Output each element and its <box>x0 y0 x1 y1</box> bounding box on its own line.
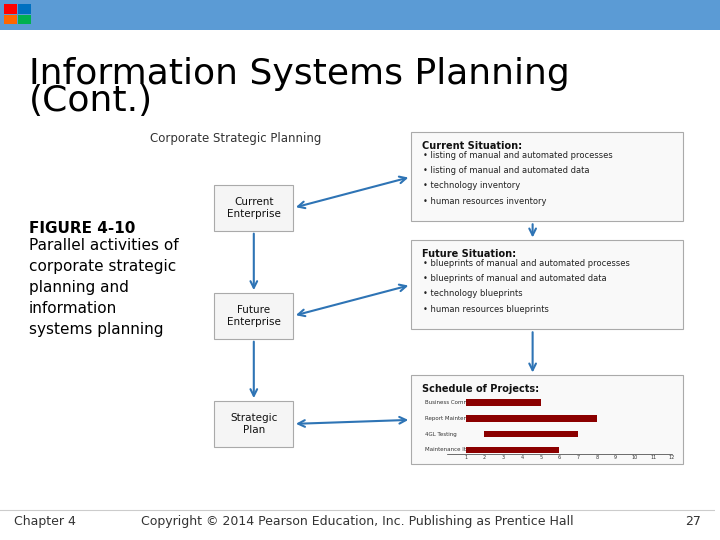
Text: • listing of manual and automated data: • listing of manual and automated data <box>423 166 590 176</box>
Text: Strategic
Plan: Strategic Plan <box>230 413 277 435</box>
Text: Report Maintenance: Report Maintenance <box>426 416 481 421</box>
Text: 9: 9 <box>614 455 617 460</box>
Text: 2: 2 <box>483 455 486 460</box>
FancyBboxPatch shape <box>411 375 683 464</box>
Text: 10: 10 <box>631 455 638 460</box>
FancyBboxPatch shape <box>215 293 293 339</box>
Bar <box>466 447 559 453</box>
Text: Information Systems Planning: Information Systems Planning <box>29 57 570 91</box>
Text: 3: 3 <box>502 455 505 460</box>
Text: Maintenance Items: Maintenance Items <box>426 448 478 453</box>
Text: 4: 4 <box>521 455 523 460</box>
Text: • human resources blueprints: • human resources blueprints <box>423 305 549 314</box>
Text: 12: 12 <box>669 455 675 460</box>
FancyBboxPatch shape <box>215 401 293 447</box>
Text: (Cont.): (Cont.) <box>29 84 153 118</box>
Text: 4GL Testing: 4GL Testing <box>426 431 457 437</box>
FancyBboxPatch shape <box>215 185 293 231</box>
Text: Schedule of Projects:: Schedule of Projects: <box>422 384 539 395</box>
Text: 8: 8 <box>595 455 598 460</box>
Text: Copyright © 2014 Pearson Education, Inc. Publishing as Prentice Hall: Copyright © 2014 Pearson Education, Inc.… <box>141 515 574 528</box>
FancyBboxPatch shape <box>411 240 683 329</box>
Text: Corporate Strategic Planning: Corporate Strategic Planning <box>150 132 322 145</box>
Text: • blueprints of manual and automated processes: • blueprints of manual and automated pro… <box>423 259 630 268</box>
Text: 5: 5 <box>539 455 542 460</box>
Text: Parallel activities of
corporate strategic
planning and
information
systems plan: Parallel activities of corporate strateg… <box>29 238 179 336</box>
FancyBboxPatch shape <box>411 132 683 221</box>
Bar <box>466 415 597 422</box>
Text: • listing of manual and automated processes: • listing of manual and automated proces… <box>423 151 613 160</box>
Text: • technology inventory: • technology inventory <box>423 181 521 191</box>
Text: Current
Enterprise: Current Enterprise <box>227 197 281 219</box>
Text: Future
Enterprise: Future Enterprise <box>227 305 281 327</box>
Text: 1: 1 <box>464 455 467 460</box>
Text: 7: 7 <box>577 455 580 460</box>
Text: • blueprints of manual and automated data: • blueprints of manual and automated dat… <box>423 274 607 284</box>
Text: FIGURE 4-10: FIGURE 4-10 <box>29 221 135 237</box>
Text: Information Systems Planning: Information Systems Planning <box>444 132 621 145</box>
Text: Future Situation:: Future Situation: <box>422 249 516 260</box>
Text: Chapter 4: Chapter 4 <box>14 515 76 528</box>
Text: • human resources inventory: • human resources inventory <box>423 197 546 206</box>
Text: • technology blueprints: • technology blueprints <box>423 289 523 299</box>
Bar <box>466 400 541 406</box>
Text: Business Commerce: Business Commerce <box>426 400 481 405</box>
Text: 11: 11 <box>650 455 657 460</box>
Text: 6: 6 <box>558 455 561 460</box>
Text: 27: 27 <box>685 515 701 528</box>
Text: Current Situation:: Current Situation: <box>422 141 522 152</box>
Bar <box>485 431 578 437</box>
